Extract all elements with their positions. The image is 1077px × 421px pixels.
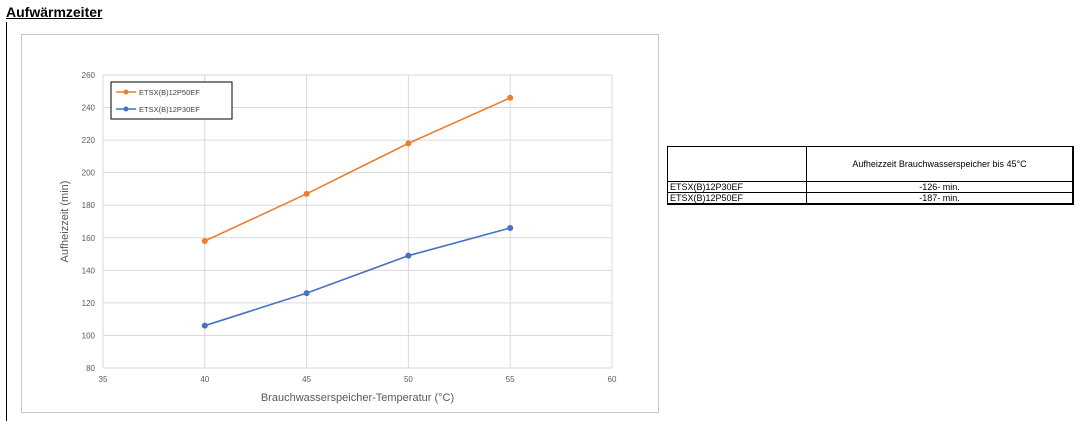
legend-label: ETSX(B)12P30EF (139, 105, 200, 114)
data-point (303, 190, 310, 197)
summary-table: Aufheizzeit Brauchwasserspeicher bis 45°… (667, 146, 1074, 205)
legend-swatch-marker (123, 89, 129, 95)
y-tick-label: 180 (82, 201, 96, 210)
y-tick-label: 260 (82, 71, 96, 80)
x-tick-label: 45 (302, 375, 311, 384)
x-tick-label: 40 (200, 375, 209, 384)
data-point (507, 94, 514, 101)
table-cell-time: -126- min. (806, 181, 1074, 193)
y-tick-label: 120 (82, 299, 96, 308)
table-cell-time: -187- min. (806, 192, 1074, 205)
data-point (303, 290, 310, 297)
y-tick-label: 240 (82, 104, 96, 113)
data-point (201, 322, 208, 329)
series-line (204, 227, 511, 327)
page-title: Aufwärmzeiter (6, 4, 103, 20)
data-point (201, 238, 208, 245)
x-tick-label: 35 (99, 375, 108, 384)
x-axis-title: Brauchwasserspeicher-Temperatur (°C) (261, 392, 454, 404)
y-tick-label: 100 (82, 331, 96, 340)
data-point (405, 140, 412, 147)
x-tick-label: 50 (404, 375, 413, 384)
y-tick-label: 140 (82, 266, 96, 275)
y-axis-title: Aufheizzeit (min) (59, 181, 71, 263)
table-header-empty (667, 146, 807, 182)
table-cell-model: ETSX(B)12P30EF (667, 181, 807, 193)
table-row: ETSX(B)12P30EF -126- min. (667, 181, 1074, 193)
frame-border (6, 22, 7, 421)
legend-label: ETSX(B)12P50EF (139, 88, 200, 97)
legend-box (110, 81, 233, 120)
y-tick-label: 220 (82, 136, 96, 145)
x-tick-label: 60 (608, 375, 617, 384)
legend: ETSX(B)12P50EF ETSX(B)12P30EF (110, 81, 233, 120)
data-point (405, 252, 412, 259)
table-header-time: Aufheizzeit Brauchwasserspeicher bis 45°… (806, 146, 1074, 182)
x-tick-label: 55 (506, 375, 515, 384)
chart-container: 80 100 120 140 160 180 200 220 240 260 35 40 45 50 55 6… (21, 34, 659, 413)
table-cell-model: ETSX(B)12P50EF (667, 192, 807, 205)
y-tick-label: 80 (86, 364, 95, 373)
y-tick-label: 200 (82, 169, 96, 178)
table-header-row: Aufheizzeit Brauchwasserspeicher bis 45°… (667, 146, 1074, 182)
series-line (204, 97, 511, 242)
y-tick-label: 160 (82, 234, 96, 243)
line-chart: 80 100 120 140 160 180 200 220 240 260 35 40 45 50 55 6… (59, 71, 617, 404)
data-point (507, 225, 514, 232)
table-row: ETSX(B)12P50EF -187- min. (667, 192, 1074, 205)
legend-swatch-marker (123, 106, 129, 112)
